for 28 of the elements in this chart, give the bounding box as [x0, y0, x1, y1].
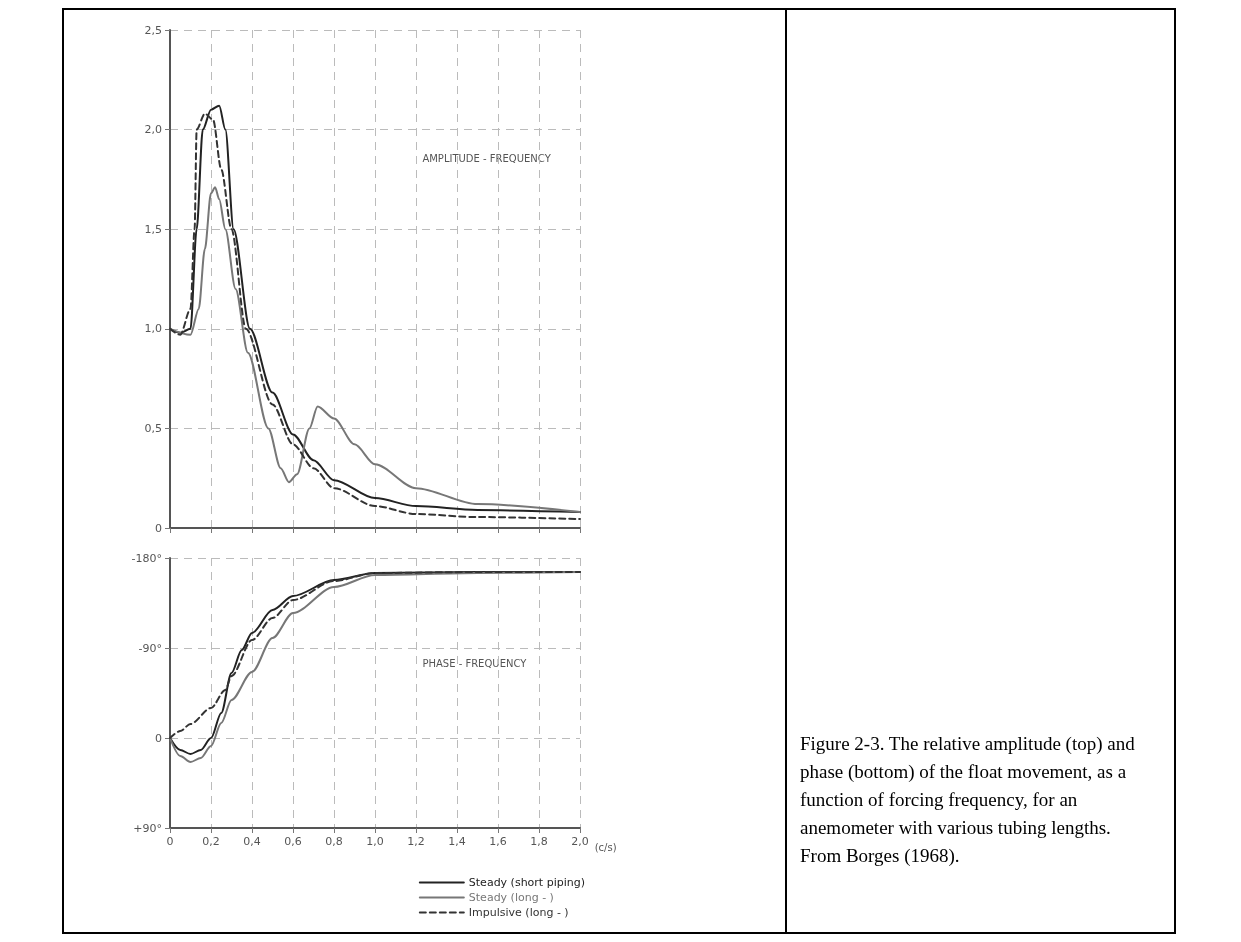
y-tick-label: -90°	[138, 641, 162, 655]
caption: Figure 2-3. The relative amplitude (top) and phase (bottom) of the float movement, as a function of forcing frequency, for an anemometer with various tubing lengths. From Borges (1968).	[800, 732, 1136, 868]
x-tick-label: 1,2	[407, 835, 425, 848]
y-tick-label: 0	[155, 731, 162, 745]
annotation: PHASE - FREQUENCY	[422, 658, 528, 669]
x-tick-label: 0,6	[284, 835, 302, 848]
y-tick-label: 1,5	[144, 222, 162, 236]
x-tick-label: 2,0	[571, 835, 589, 848]
x-tick-label: 0,4	[243, 835, 261, 848]
y-tick-label: 0,5	[144, 421, 162, 435]
x-tick-label: 1,0	[366, 835, 384, 848]
annotation: AMPLITUDE - FREQUENCY	[422, 152, 552, 164]
x-tick-label: 0,8	[325, 835, 343, 848]
y-tick-label: +90°	[133, 821, 162, 835]
x-tick-label: 1,6	[489, 835, 507, 848]
y-tick-label: 2,0	[144, 123, 162, 137]
x-tick-label: 1,8	[530, 835, 548, 848]
legend-label: Steady (long - )	[468, 891, 554, 904]
y-tick-label: 0	[155, 521, 162, 535]
y-tick-label: 1,0	[144, 322, 162, 336]
y-tick-label: 2,5	[144, 23, 162, 37]
x-tick-label: 0	[166, 835, 174, 848]
x-axis-title: (c/s)	[594, 841, 617, 853]
legend-label: Impulsive (long - )	[468, 906, 569, 919]
x-tick-label: 1,4	[448, 835, 466, 848]
legend-label: Steady (short piping)	[468, 876, 585, 889]
y-tick-label: -180°	[131, 551, 162, 565]
x-tick-label: 0,2	[202, 835, 220, 848]
